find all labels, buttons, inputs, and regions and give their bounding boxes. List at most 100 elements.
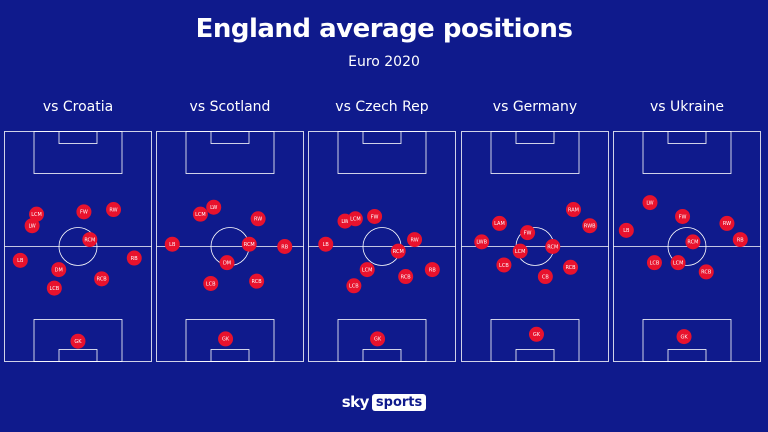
- player-label: LWB: [476, 240, 487, 246]
- player-label: RCB: [565, 265, 576, 271]
- player-marker: FW: [520, 225, 536, 241]
- goal-box-top: [58, 131, 98, 144]
- player-marker: GK: [218, 331, 234, 347]
- player-label: FW: [679, 214, 687, 220]
- player-marker: DM: [51, 262, 67, 278]
- pitch: LCM LW FW RW RCM LB RB DM RCB LCB GK: [4, 131, 152, 362]
- player-marker: LWB: [474, 234, 490, 250]
- player-dot: [512, 243, 528, 259]
- penalty-box-top: [490, 131, 580, 174]
- player-label: FW: [524, 230, 532, 236]
- player-marker: CB: [537, 269, 553, 285]
- player-dot: [390, 243, 406, 259]
- player-label: LW: [341, 219, 348, 225]
- player-marker: RCM: [545, 239, 561, 254]
- player-label: LCB: [349, 284, 359, 290]
- sky-sports-logo: sky sports: [0, 393, 768, 411]
- player-marker: RCM: [241, 236, 257, 252]
- goal-box-bottom: [515, 349, 555, 362]
- player-label: GK: [680, 334, 688, 340]
- player-marker: RW: [407, 232, 423, 248]
- player-dot: [277, 239, 293, 254]
- player-dot: [76, 204, 92, 220]
- player-label: LW: [646, 200, 653, 206]
- player-marker: LCB: [496, 257, 512, 273]
- player-label: DM: [223, 260, 231, 266]
- player-dot: [670, 255, 686, 271]
- player-dot: [219, 255, 235, 271]
- player-label: LCM: [362, 267, 373, 273]
- player-label: GK: [533, 332, 541, 338]
- player-dot: [407, 232, 423, 248]
- player-dot: [249, 273, 265, 289]
- player-label: RCM: [687, 240, 698, 246]
- player-marker: RCM: [82, 232, 98, 248]
- logo-sports-text: sports: [371, 393, 427, 411]
- player-dot: [367, 208, 383, 224]
- match-label: vs Czech Rep: [335, 99, 429, 115]
- player-dot: [346, 278, 362, 294]
- player-dot: [241, 236, 257, 252]
- page-subtitle: Euro 2020: [348, 54, 420, 70]
- player-marker: GK: [528, 326, 544, 342]
- player-dot: [496, 257, 512, 273]
- player-dot: [318, 236, 334, 252]
- page-title: England average positions: [195, 14, 573, 44]
- goal-box-top: [210, 131, 250, 144]
- player-marker: LB: [618, 222, 634, 238]
- player-label: CB: [542, 274, 549, 280]
- player-dot: [565, 202, 581, 218]
- player-dot: [732, 232, 748, 248]
- player-marker: LB: [164, 236, 180, 252]
- player-dot: [29, 206, 45, 222]
- player-label: GK: [374, 337, 382, 343]
- player-dot: [545, 239, 561, 254]
- player-marker: LCM: [192, 206, 208, 222]
- player-label: RAM: [568, 207, 579, 213]
- player-marker: GK: [70, 333, 86, 349]
- centre-circle: [58, 227, 98, 266]
- match-label: vs Scotland: [189, 99, 271, 115]
- pitch: LAM RAM RWB FW LWB LCM RCM LCB RCB CB GK: [461, 131, 609, 362]
- player-dot: [370, 331, 386, 347]
- goal-box-bottom: [667, 349, 707, 362]
- player-dot: [164, 236, 180, 252]
- player-marker: LCB: [46, 280, 62, 296]
- player-marker: RCB: [249, 273, 265, 289]
- player-marker: RCM: [390, 243, 406, 259]
- player-dot: [398, 269, 414, 285]
- player-marker: RB: [424, 262, 440, 278]
- goal-box-top: [362, 131, 402, 144]
- player-marker: LW: [206, 199, 222, 215]
- match-label: vs Germany: [492, 99, 578, 115]
- player-marker: LCB: [346, 278, 362, 294]
- player-label: LCB: [499, 263, 509, 269]
- player-marker: RCB: [94, 271, 110, 287]
- goal-box-bottom: [58, 349, 98, 362]
- player-marker: LW: [24, 218, 40, 234]
- player-dot: [618, 222, 634, 238]
- player-marker: RCB: [398, 269, 414, 285]
- player-label: RCM: [547, 244, 558, 250]
- player-marker: GK: [370, 331, 386, 347]
- player-dot: [106, 202, 122, 218]
- goal-box-bottom: [362, 349, 402, 362]
- goal-box-bottom: [210, 349, 250, 362]
- player-dot: [491, 215, 507, 231]
- player-label: LB: [623, 228, 630, 234]
- player-dot: [520, 225, 536, 241]
- player-label: LW: [28, 224, 35, 230]
- player-marker: LB: [318, 236, 334, 252]
- player-label: LAM: [494, 221, 505, 227]
- player-label: LB: [169, 242, 176, 248]
- player-dot: [203, 275, 219, 291]
- player-marker: GK: [676, 329, 692, 345]
- player-dot: [474, 234, 490, 250]
- player-marker: RCB: [563, 259, 579, 275]
- player-dot: [82, 232, 98, 248]
- player-label: LB: [17, 258, 24, 264]
- pitch-markings: [4, 131, 152, 362]
- penalty-box-top: [185, 131, 275, 174]
- player-dot: [676, 329, 692, 345]
- player-dot: [192, 206, 208, 222]
